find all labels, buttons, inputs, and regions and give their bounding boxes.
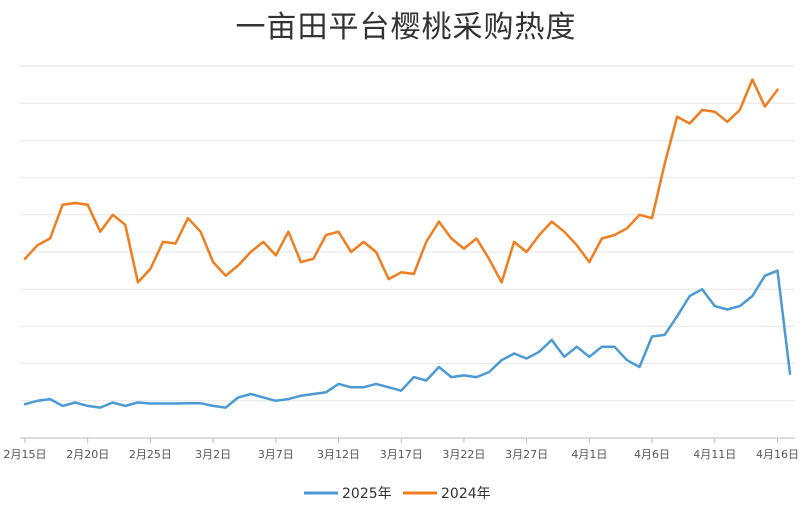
series-lines [23, 78, 792, 409]
series-line [23, 78, 779, 284]
legend-label: 2024年 [441, 486, 491, 502]
x-tick-label: 4月6日 [634, 448, 670, 461]
x-tick-label: 3月17日 [380, 448, 423, 461]
x-tick-label: 4月11日 [693, 448, 736, 461]
chart-title: 一亩田平台樱桃采购热度 [235, 10, 577, 45]
x-tick-label: 3月7日 [258, 448, 294, 461]
x-tick-label: 4月1日 [571, 448, 607, 461]
legend-label: 2025年 [342, 486, 392, 502]
x-tick-label: 3月27日 [505, 448, 548, 461]
series-line [23, 269, 792, 409]
legend: 2025年 2024年 [304, 486, 491, 502]
x-tick-label: 3月2日 [195, 448, 231, 461]
x-tick-label: 4月16日 [756, 448, 799, 461]
x-tick-label: 2月25日 [129, 448, 172, 461]
grid-lines [20, 65, 795, 402]
x-tick-label: 2月20日 [66, 448, 109, 461]
x-tick-label: 3月12日 [317, 448, 360, 461]
x-axis: 2月15日 2月20日 2月25日 3月2日 3月7日 3月12日 3月17日 3月22日 3月… [4, 437, 799, 461]
x-tick-label: 3月22日 [442, 448, 485, 461]
x-tick-label: 2月15日 [4, 448, 47, 461]
